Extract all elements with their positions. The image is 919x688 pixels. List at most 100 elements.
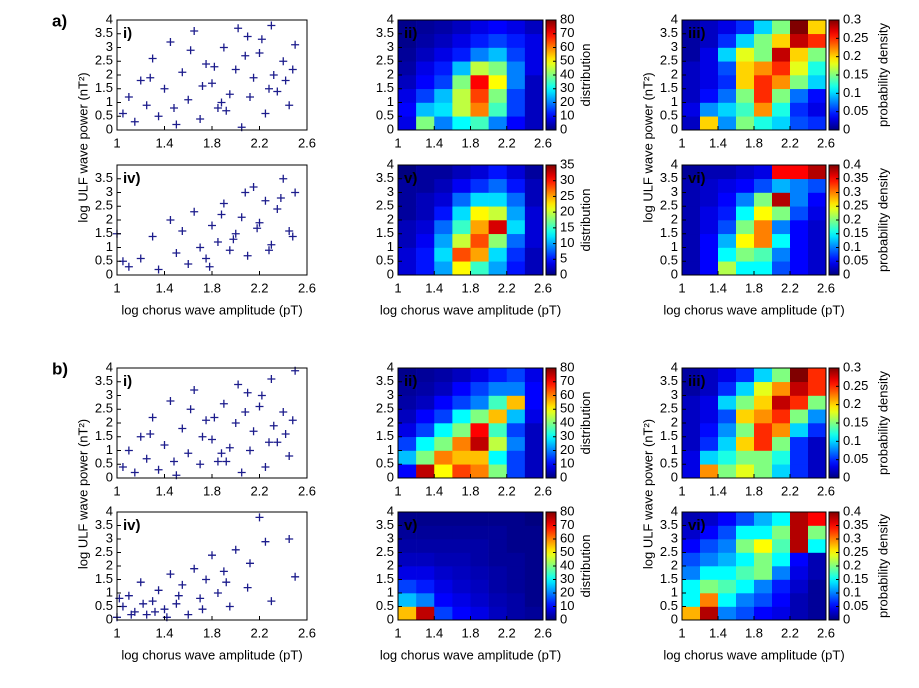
heatmap-cell (682, 579, 701, 594)
scatter-point (148, 597, 157, 606)
scatter-point (279, 57, 288, 66)
heatmap-cell (470, 206, 489, 221)
heatmap-cell (416, 381, 435, 396)
heatmap-cell (398, 566, 417, 580)
heatmap-cell (452, 220, 471, 235)
heatmap-cell (398, 409, 417, 424)
x-tick-label: 1 (394, 135, 401, 150)
heatmap-cell (790, 165, 809, 180)
y-tick-label: 1 (106, 239, 113, 254)
x-tick-label: 1.4 (155, 483, 173, 498)
y-tick-label: 1.5 (376, 80, 394, 95)
colorbar-tick-label: 0 (843, 469, 850, 484)
heatmap-cell (736, 20, 755, 35)
heatmap-cell (434, 165, 453, 180)
heatmap-cell (470, 192, 489, 207)
x-tick-label: 1.4 (425, 135, 443, 150)
heatmap-cell (718, 368, 737, 383)
y-tick-label: 2 (106, 414, 113, 429)
heatmap-cell (416, 552, 435, 567)
y-tick-label: 1 (106, 94, 113, 109)
scatter-point (178, 227, 187, 235)
scatter-point (166, 216, 175, 224)
heatmap-cell (682, 88, 701, 103)
y-axis-label: log ULF wave power (nT²) (75, 72, 90, 222)
heatmap-cell (754, 178, 773, 193)
heatmap-cell (398, 525, 417, 540)
heatmap-cell (808, 381, 827, 396)
y-tick-label: 2.5 (660, 401, 678, 416)
heatmap-cell (506, 116, 526, 131)
heatmap-cell (506, 409, 526, 424)
scatter-point (279, 408, 288, 416)
scatter-point (178, 580, 187, 589)
scatter-point (208, 221, 216, 230)
scatter-point (186, 46, 195, 55)
heatmap-cell (524, 61, 544, 76)
x-tick-label: 2.2 (781, 135, 799, 150)
heatmap-cell (736, 178, 755, 193)
heatmap-cell (682, 525, 701, 540)
scatter-point (202, 416, 211, 425)
heatmap-cell (754, 579, 773, 594)
heatmap-cell (398, 20, 417, 35)
heatmap-cell (772, 33, 791, 48)
scatter-point (269, 421, 278, 430)
heatmap-cell (506, 464, 526, 479)
y-tick-label: 1 (387, 94, 394, 109)
heatmap-cell (470, 395, 489, 410)
heatmap-cell (808, 206, 827, 221)
heatmap-cell (506, 33, 526, 48)
colorbar-tick-label: 0.1 (843, 239, 861, 254)
panel: 00.511.522.533.541 1.4 1.8 2.2 2.6i)b)log UL… (52, 359, 316, 569)
scatter-point (202, 254, 211, 263)
panel-label: v) (404, 517, 417, 534)
y-axis-label: log ULF wave power (nT²) (75, 419, 90, 569)
scatter-point (208, 79, 216, 88)
heatmap-cell (790, 206, 809, 221)
heatmap-cell (736, 593, 755, 607)
heatmap-cell (398, 381, 417, 396)
heatmap-cell (700, 539, 719, 553)
colorbar-tick-label: 60 (560, 530, 574, 545)
y-tick-label: 0 (387, 469, 394, 484)
heatmap-cell (416, 566, 435, 580)
heatmap-cell (682, 381, 701, 396)
heatmap-cell (470, 75, 489, 90)
heatmap-cell (736, 233, 755, 248)
y-tick-label: 3 (387, 387, 394, 402)
scatter-point (160, 605, 169, 614)
colorbar-tick-label: 40 (560, 557, 574, 572)
heatmap-cell (808, 566, 827, 580)
heatmap-cell (718, 233, 737, 248)
colorbar-tick-label: 5 (560, 251, 567, 266)
heatmap-cell (790, 409, 809, 424)
scatter-point (136, 76, 145, 85)
scatter-point (154, 465, 163, 474)
heatmap-cell (790, 33, 809, 48)
heatmap-cell (736, 552, 755, 567)
heatmap-cell (808, 593, 827, 607)
x-tick-label: 2.6 (817, 625, 835, 640)
colorbar-tick-label: 0.15 (843, 414, 868, 429)
x-tick-label: 1.8 (203, 625, 221, 640)
heatmap-cell (506, 247, 526, 262)
heatmap-cell (452, 88, 471, 103)
scatter-point (243, 251, 252, 260)
heatmap-cell (416, 423, 435, 438)
y-tick-label: 3 (106, 530, 113, 545)
y-tick-label: 0 (387, 121, 394, 136)
heatmap-cell (398, 206, 417, 221)
heatmap-cell (452, 395, 471, 410)
heatmap-cell (398, 606, 417, 621)
panel-label: vi) (688, 170, 706, 187)
heatmap-cell (488, 261, 508, 276)
scatter-point (243, 388, 252, 397)
heatmap-cell (434, 33, 453, 48)
heatmap-cell (700, 206, 719, 221)
y-tick-label: 3.5 (376, 517, 394, 532)
heatmap-cell (416, 436, 435, 451)
scatter-point (267, 21, 276, 30)
heatmap-cell (718, 525, 737, 540)
heatmap-cell (682, 102, 701, 117)
